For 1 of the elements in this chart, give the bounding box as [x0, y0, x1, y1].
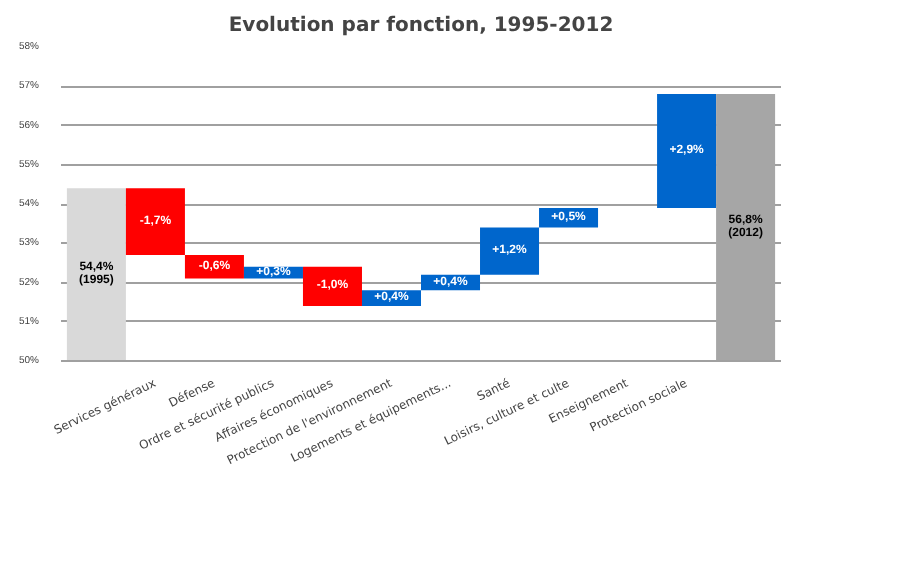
- chart-title: Evolution par fonction, 1995-2012: [228, 15, 614, 37]
